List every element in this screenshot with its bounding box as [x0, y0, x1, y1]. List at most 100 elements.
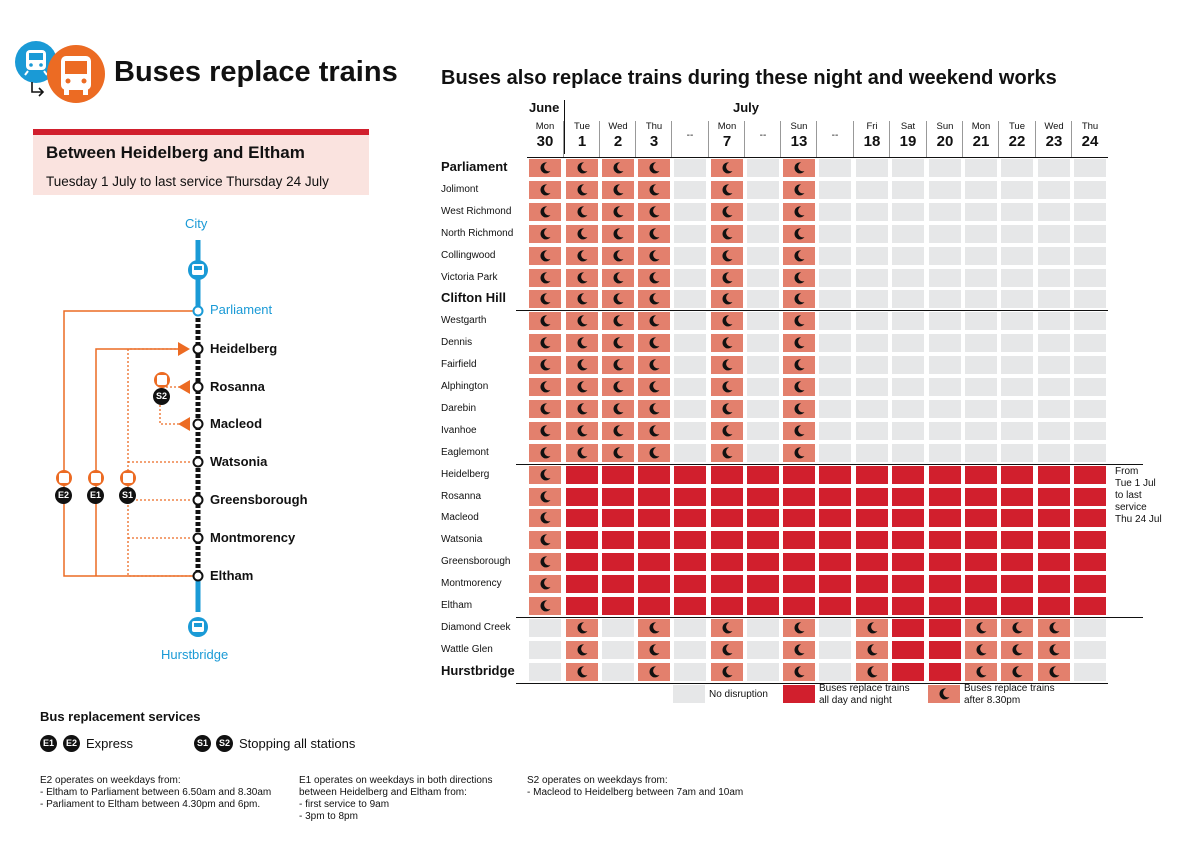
schedule-cell: [1001, 618, 1033, 637]
schedule-cell: [1001, 312, 1033, 331]
moon-icon: [540, 600, 551, 612]
line-map: [56, 240, 208, 637]
section-divider: [516, 310, 1108, 312]
replace-arrow-icon: [28, 80, 48, 100]
moon-icon: [722, 359, 733, 371]
schedule-cell: [856, 487, 888, 506]
column-date: 13: [790, 133, 808, 150]
schedule-cell: [929, 509, 961, 528]
schedule-cell: [856, 575, 888, 594]
schedule-cell: [747, 509, 779, 528]
schedule-cell: [1038, 180, 1070, 199]
schedule-cell: [747, 575, 779, 594]
schedule-cell: [783, 465, 815, 484]
schedule-cell: [892, 531, 924, 550]
column-day: Fri: [866, 121, 878, 132]
schedule-cell: [566, 180, 598, 199]
section-divider: [527, 157, 1108, 158]
schedule-cell: [529, 202, 561, 221]
schedule-cell: [529, 597, 561, 615]
schedule-cell: [638, 597, 670, 615]
station-label: Heidelberg: [441, 468, 490, 480]
schedule-cell: [965, 487, 997, 506]
schedule-cell: [747, 268, 779, 287]
moon-icon: [540, 403, 551, 415]
legend-stopping-label: Stopping all stations: [239, 736, 356, 751]
moon-icon: [577, 425, 588, 437]
schedule-cell: [783, 399, 815, 418]
schedule-cell: [1038, 399, 1070, 418]
schedule-cell: [638, 202, 670, 221]
schedule-cell: [965, 312, 997, 331]
schedule-cell: [711, 268, 743, 287]
schedule-cell: [819, 662, 851, 681]
moon-icon: [577, 359, 588, 371]
schedule-cell: [711, 531, 743, 550]
column-separator: [671, 121, 672, 158]
moon-icon: [540, 425, 551, 437]
schedule-cell: [1038, 487, 1070, 506]
moon-icon: [649, 293, 660, 305]
station-label: West Richmond: [441, 205, 512, 217]
schedule-cell: [929, 531, 961, 550]
schedule-cell: [566, 575, 598, 594]
schedule-cell: [1038, 312, 1070, 331]
schedule-cell: [638, 312, 670, 331]
schedule-cell: [1001, 553, 1033, 572]
moon-icon: [540, 206, 551, 218]
schedule-cell: [747, 246, 779, 265]
schedule-cell: [783, 180, 815, 199]
schedule-cell: [711, 618, 743, 637]
schedule-cell: [929, 268, 961, 287]
moon-icon: [794, 228, 805, 240]
schedule-cell: [566, 202, 598, 221]
moon-icon: [577, 381, 588, 393]
station-label: Diamond Creek: [441, 621, 511, 633]
schedule-cell: [566, 224, 598, 243]
schedule-cell: [1038, 553, 1070, 572]
station-label: Fairfield: [441, 359, 477, 371]
schedule-cell: [602, 662, 634, 681]
schedule-cell: [747, 553, 779, 572]
schedule-cell: [929, 597, 961, 615]
schedule-cell: [747, 465, 779, 484]
moon-icon: [540, 271, 551, 283]
schedule-cell: [674, 553, 706, 572]
moon-icon: [540, 359, 551, 371]
schedule-cell: [1038, 268, 1070, 287]
moon-icon: [722, 162, 733, 174]
schedule-cell: [747, 618, 779, 637]
schedule-cell: [929, 334, 961, 353]
legend-badge-e2: E2: [63, 735, 80, 752]
column-date: 3: [649, 133, 659, 150]
schedule-cell: [638, 553, 670, 572]
column-separator: [1071, 121, 1072, 158]
legend-badge-e1: E1: [40, 735, 57, 752]
column-date: 2: [613, 133, 623, 150]
column-day: Thu: [645, 121, 663, 132]
schedule-cell: [602, 202, 634, 221]
page-title: Buses replace trains: [114, 56, 398, 88]
legend-swatch-no-disruption: [673, 685, 705, 703]
schedule-cell: [638, 180, 670, 199]
schedule-cell: [711, 399, 743, 418]
info-box-heading: Between Heidelberg and Eltham: [46, 143, 305, 162]
schedule-cell: [1038, 421, 1070, 440]
moon-icon: [649, 271, 660, 283]
schedule-cell: [674, 618, 706, 637]
schedule-cell: [1038, 334, 1070, 353]
moon-icon: [794, 359, 805, 371]
moon-icon: [867, 666, 878, 678]
map-station-greensborough: Greensborough: [210, 492, 308, 507]
schedule-cell: [1074, 640, 1106, 659]
schedule-cell: [856, 618, 888, 637]
legend-badge-s1: S1: [194, 735, 211, 752]
schedule-cell: [1038, 378, 1070, 396]
schedule-cell: [674, 531, 706, 550]
schedule-cell: [1001, 443, 1033, 462]
schedule-cell: [711, 597, 743, 615]
legend-swatch-all-day: [783, 685, 815, 703]
moon-icon: [649, 644, 660, 656]
moon-icon: [794, 249, 805, 261]
schedule-cell: [965, 202, 997, 221]
